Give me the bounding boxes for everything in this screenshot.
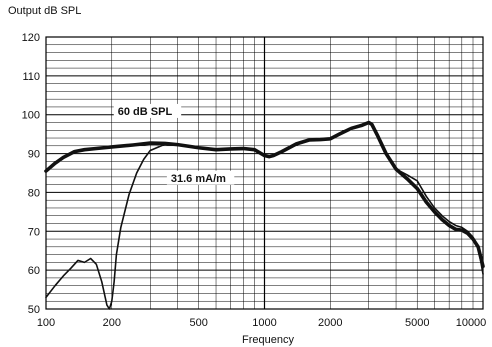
series-layer — [44, 120, 485, 310]
y-tick-labels: 50 60 70 80 90 100 110 120 — [22, 32, 40, 316]
annotation-label: 60 dB SPL — [118, 106, 173, 118]
annotation-layer: 60 dB SPL 31.6 mA/m — [113, 103, 235, 185]
x-axis-title: Frequency — [242, 334, 294, 346]
annotation-label: 31.6 mA/m — [171, 173, 226, 185]
y-tick-label: 80 — [28, 187, 40, 199]
series-line — [45, 121, 484, 310]
y-tick-label: 50 — [28, 304, 40, 316]
x-tick-label: 200 — [103, 317, 121, 329]
x-tick-label: 5000 — [405, 317, 429, 329]
x-tick-labels: 100 200 500 1000 2000 5000 10000 — [37, 317, 486, 329]
x-tick-label: 1000 — [252, 317, 276, 329]
x-tick-label: 10000 — [456, 317, 487, 329]
x-tick-label: 2000 — [318, 317, 342, 329]
x-tick-label: 100 — [37, 317, 55, 329]
y-tick-label: 100 — [22, 110, 40, 122]
annotation-box — [113, 103, 182, 118]
annotation-box — [166, 170, 235, 185]
y-tick-label: 110 — [22, 71, 40, 83]
y-tick-label: 90 — [28, 149, 40, 161]
y-tick-label: 70 — [28, 226, 40, 238]
y-tick-label: 120 — [22, 32, 40, 44]
y-axis-title: Output dB SPL — [8, 5, 81, 17]
x-tick-label: 500 — [190, 317, 208, 329]
y-tick-label: 60 — [28, 265, 40, 277]
plot-frame — [45, 36, 484, 310]
